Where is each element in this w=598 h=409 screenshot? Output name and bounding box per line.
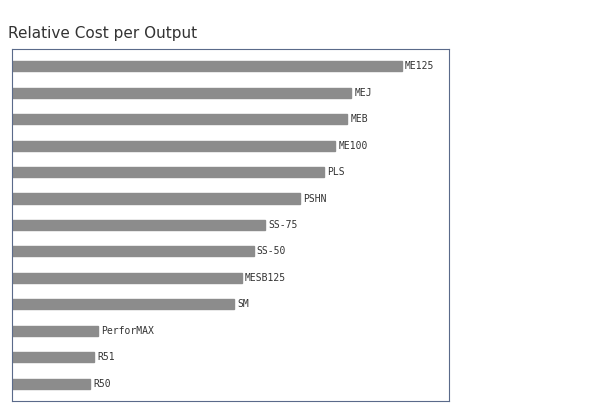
Bar	[12, 352, 94, 362]
Bar	[12, 88, 351, 98]
Bar	[12, 61, 402, 71]
Text: SS-50: SS-50	[257, 246, 286, 256]
Bar	[12, 246, 254, 256]
Text: Relative Cost per Output: Relative Cost per Output	[8, 26, 197, 41]
Text: ME100: ME100	[338, 141, 368, 151]
Bar	[12, 379, 90, 389]
Text: MESB125: MESB125	[245, 273, 286, 283]
Bar	[12, 167, 324, 177]
Bar	[12, 193, 300, 204]
Bar	[12, 220, 266, 230]
Text: MEB: MEB	[350, 114, 368, 124]
Text: PSHN: PSHN	[304, 193, 327, 204]
Bar	[12, 141, 335, 151]
Bar	[12, 299, 234, 309]
Text: PerforMAX: PerforMAX	[101, 326, 154, 336]
Bar	[12, 114, 347, 124]
Text: R51: R51	[97, 352, 115, 362]
Text: SM: SM	[237, 299, 249, 309]
Text: MEJ: MEJ	[354, 88, 372, 98]
Text: PLS: PLS	[327, 167, 344, 177]
Text: R50: R50	[93, 379, 111, 389]
Bar	[12, 273, 242, 283]
Bar	[12, 326, 97, 336]
Text: SS-75: SS-75	[269, 220, 298, 230]
Text: ME125: ME125	[405, 61, 434, 71]
